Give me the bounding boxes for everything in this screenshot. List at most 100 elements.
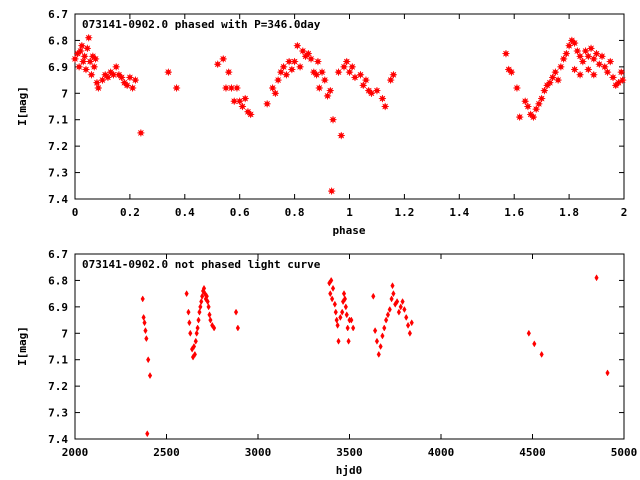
- phased-data-point: [559, 54, 569, 64]
- unphased-data-point: [378, 343, 383, 350]
- phased-data-point: [570, 38, 580, 48]
- unphased-data-point: [389, 295, 394, 303]
- phased-data-point: [578, 57, 588, 67]
- phased-data-point: [592, 49, 602, 59]
- unphased-data-point: [143, 327, 148, 335]
- phased-data-points: [70, 33, 628, 196]
- phased-data-point: [77, 41, 87, 51]
- unphased-data-point: [144, 335, 149, 343]
- phased-data-point: [616, 67, 626, 77]
- unphased-data-point: [197, 308, 202, 316]
- phased-data-point: [564, 41, 574, 51]
- unphased-data-point: [146, 356, 151, 364]
- phased-data-point: [515, 112, 525, 122]
- phased-data-point: [325, 86, 335, 96]
- phased-y-tick-label: 6.8: [48, 34, 68, 47]
- unphased-data-point: [349, 316, 354, 324]
- unphased-data-point: [396, 308, 402, 316]
- unphased-x-tick-label: 2000: [62, 446, 89, 459]
- unphased-data-point: [594, 274, 599, 282]
- phased-data-point: [97, 75, 107, 85]
- unphased-data-point: [195, 324, 200, 332]
- unphased-data-point: [187, 319, 192, 327]
- phased-data-point: [81, 65, 91, 74]
- phased-y-tick-label: 7.2: [48, 140, 68, 153]
- phased-data-point: [550, 67, 560, 77]
- unphased-data-point: [407, 329, 412, 337]
- unphased-data-point: [343, 303, 348, 311]
- phased-axis-ticks: 0 0.2 0.4 0.6 0.8 1 1.2 1.4 1.6 1.8 2 6.7 6.8 6.9 7 7.1…: [48, 8, 627, 219]
- unphased-chart: 073141-0902.0 not phased light curve hjd…: [16, 248, 637, 477]
- phased-data-point: [306, 54, 316, 64]
- unphased-y-axis-label: I[mag]: [16, 326, 29, 366]
- unphased-y-tick-label: 7.3: [48, 407, 68, 420]
- unphased-x-tick-label: 2500: [153, 446, 180, 459]
- phased-y-tick-label: 7.4: [48, 193, 68, 206]
- unphased-x-tick-label: 3500: [336, 446, 363, 459]
- unphased-data-point: [398, 303, 403, 311]
- unphased-data-point: [371, 292, 376, 300]
- phased-data-point: [553, 75, 563, 85]
- phased-data-point: [537, 94, 547, 104]
- unphased-data-point: [145, 430, 150, 438]
- unphased-x-tick-label: 3000: [245, 446, 272, 459]
- phased-x-tick-label: 1.6: [504, 206, 524, 219]
- unphased-data-point: [192, 350, 197, 358]
- unphased-data-point: [400, 298, 405, 306]
- phased-data-point: [531, 104, 541, 114]
- phased-data-point: [361, 75, 371, 85]
- phased-data-point: [380, 102, 390, 111]
- phased-data-point: [172, 83, 182, 93]
- unphased-data-point: [344, 311, 349, 319]
- unphased-data-point: [233, 308, 239, 316]
- unphased-data-point: [329, 276, 334, 284]
- phased-data-point: [317, 67, 327, 77]
- phased-data-point: [328, 115, 338, 125]
- unphased-data-point: [142, 319, 147, 327]
- phased-data-point: [597, 51, 607, 61]
- phased-data-point: [273, 75, 283, 85]
- phased-data-point: [270, 88, 280, 98]
- unphased-data-point: [186, 308, 191, 316]
- phased-data-point: [570, 65, 580, 74]
- phased-chart: 073141-0902.0 phased with P=346.0day pha…: [16, 8, 627, 237]
- unphased-data-point: [235, 324, 240, 332]
- unphased-data-point: [374, 337, 380, 345]
- unphased-x-tick-label: 5000: [611, 446, 638, 459]
- phased-data-point: [501, 49, 511, 59]
- unphased-data-point: [340, 308, 345, 316]
- phased-data-point: [589, 54, 599, 64]
- unphased-plot-frame: [74, 253, 625, 440]
- unphased-data-point: [140, 295, 145, 303]
- unphased-data-point: [342, 295, 348, 303]
- phased-y-tick-label: 7.3: [48, 167, 68, 180]
- phased-data-point: [581, 46, 591, 56]
- phased-data-point: [303, 49, 313, 59]
- unphased-data-point: [194, 329, 199, 337]
- phased-data-point: [218, 54, 228, 64]
- phased-data-point: [539, 86, 549, 96]
- unphased-y-tick-label: 7.2: [48, 380, 68, 393]
- phased-data-point: [339, 62, 349, 72]
- phased-data-point: [93, 83, 103, 93]
- phased-data-point: [268, 83, 278, 93]
- phased-data-point: [534, 99, 544, 109]
- phased-data-point: [388, 70, 398, 80]
- phased-x-tick-label: 0.2: [120, 206, 140, 219]
- phased-data-point: [618, 75, 628, 85]
- unphased-data-point: [376, 350, 381, 358]
- unphased-data-point: [390, 282, 395, 290]
- phased-data-point: [235, 96, 245, 106]
- phased-data-point: [82, 43, 92, 53]
- phased-data-point: [85, 57, 95, 67]
- phased-data-point: [246, 109, 256, 119]
- phased-data-point: [237, 102, 247, 111]
- phased-data-point: [292, 41, 302, 51]
- unphased-data-point: [141, 313, 146, 321]
- phased-data-point: [86, 70, 96, 80]
- unphased-data-point: [335, 321, 340, 329]
- phased-data-point: [583, 65, 593, 74]
- phased-data-point: [506, 67, 516, 77]
- unphased-data-point: [196, 316, 201, 324]
